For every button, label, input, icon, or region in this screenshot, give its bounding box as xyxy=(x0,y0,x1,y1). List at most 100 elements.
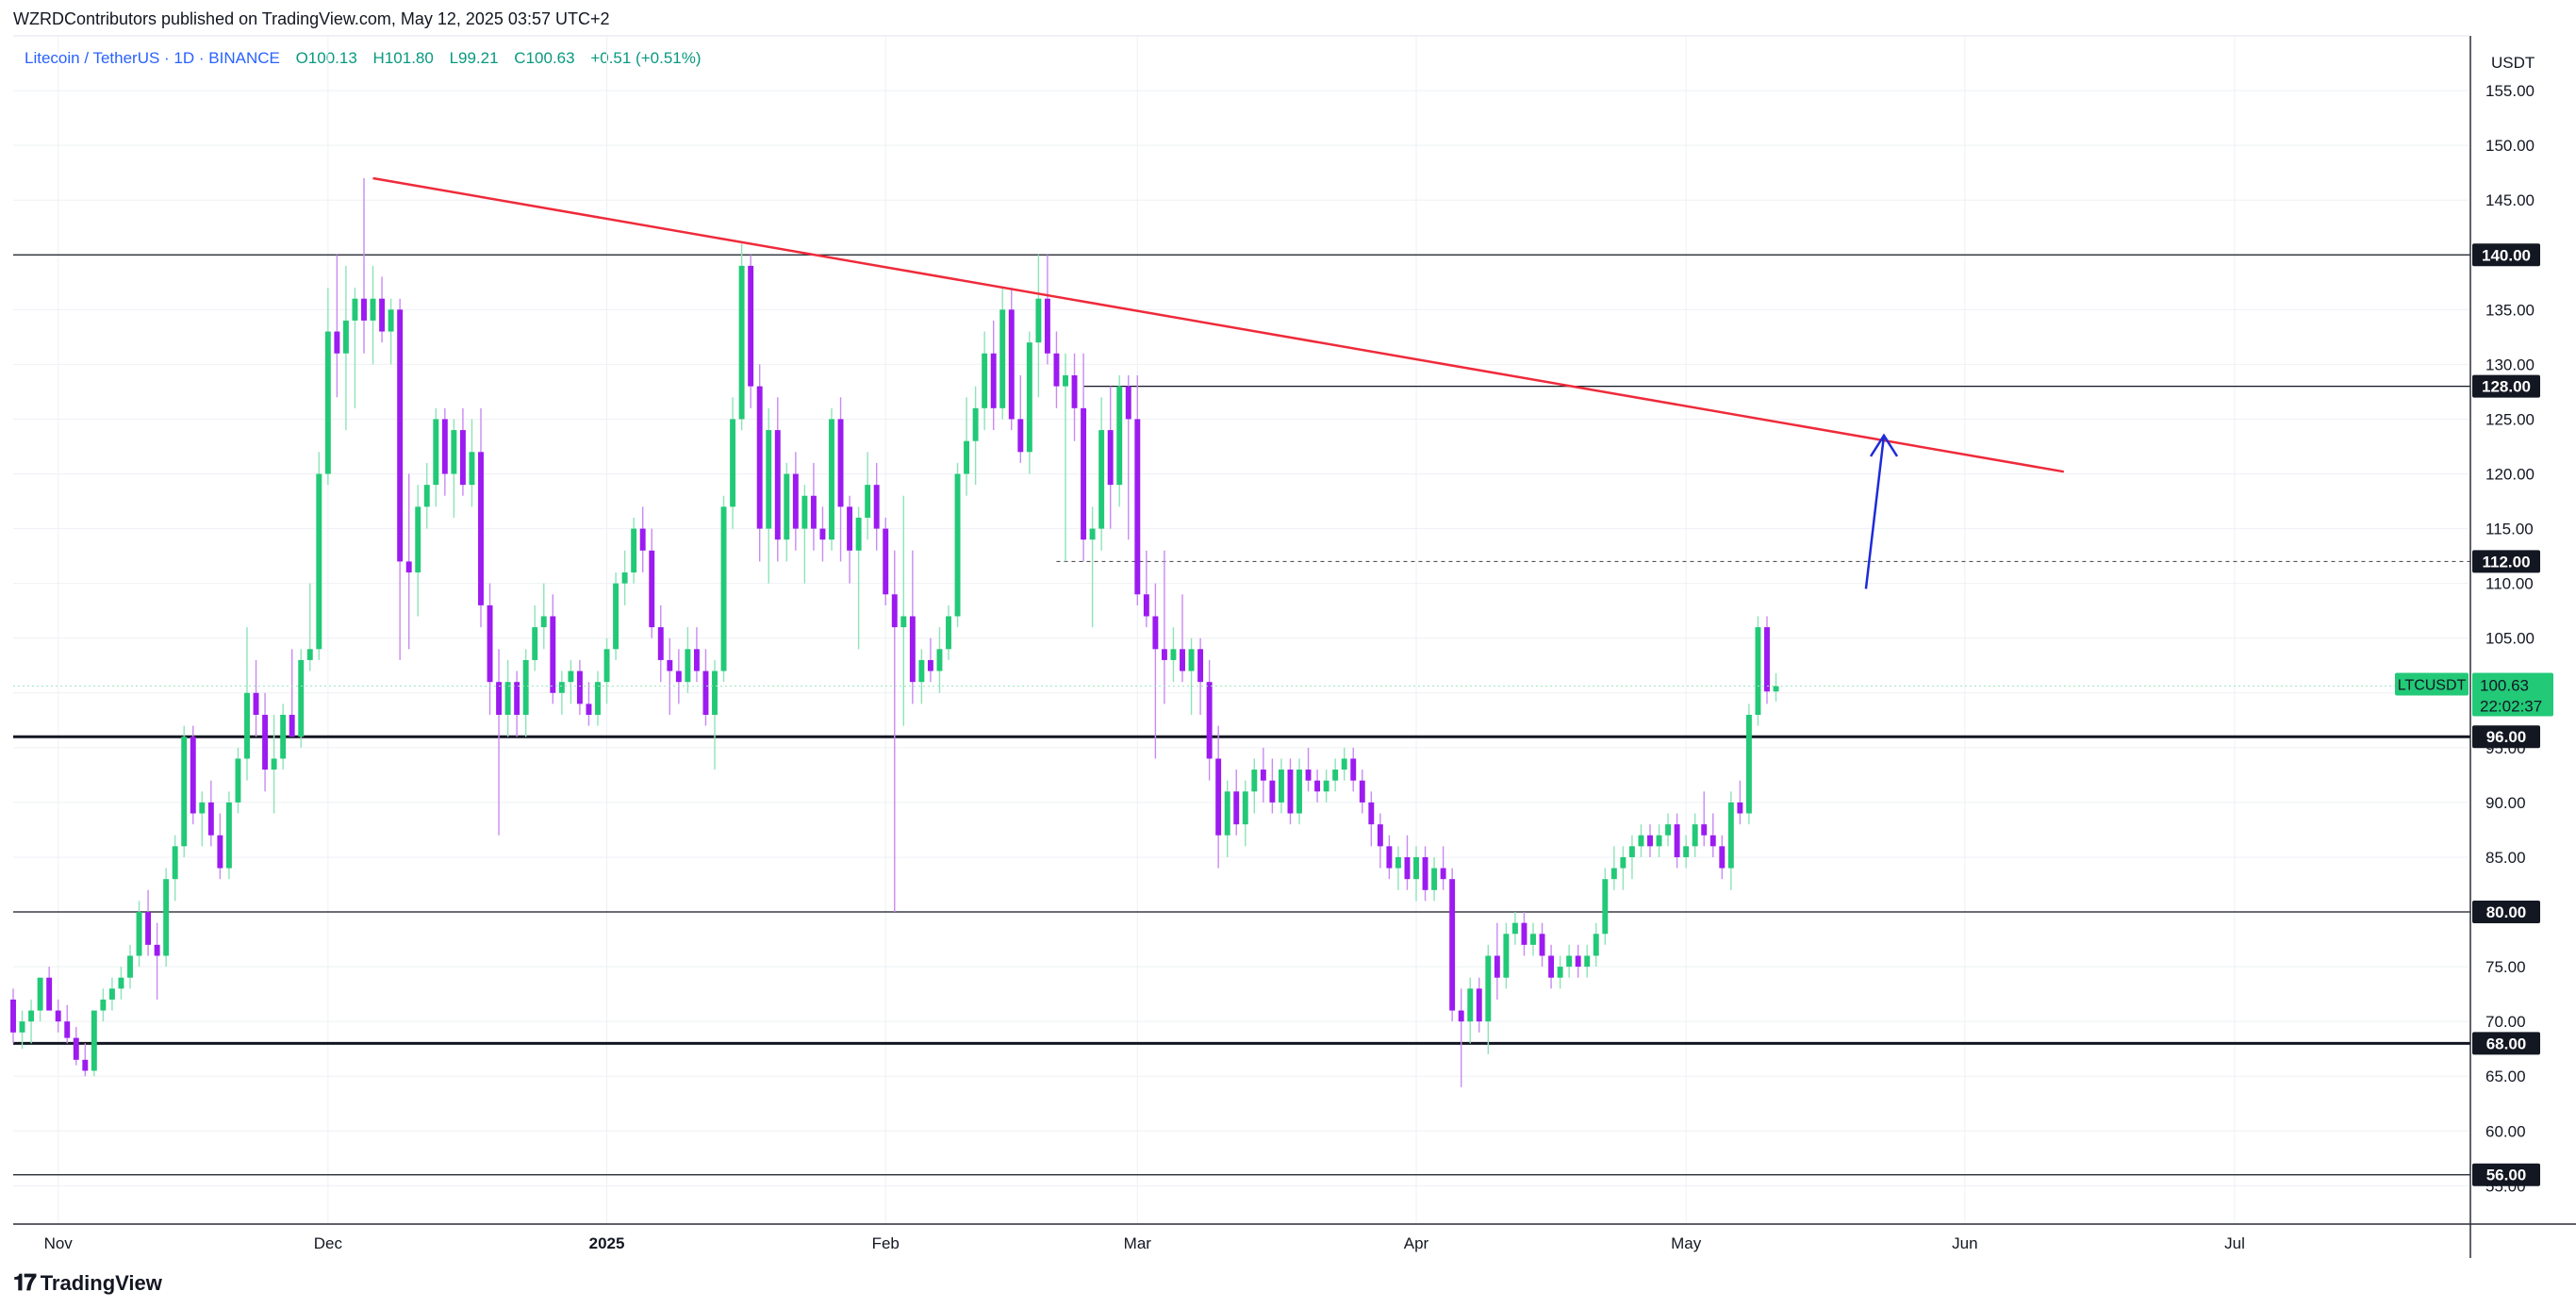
candle-body xyxy=(1341,758,1347,770)
bar-countdown: 22:02:37 xyxy=(2480,697,2542,715)
y-tick-label: 155.00 xyxy=(2485,82,2535,100)
candle-body xyxy=(891,594,898,628)
candle-body xyxy=(1557,967,1563,978)
candle-body xyxy=(964,440,970,474)
candlestick-series xyxy=(10,177,1779,1087)
candle-body xyxy=(1170,649,1177,660)
candle-body xyxy=(999,309,1006,408)
ticker-tag xyxy=(2395,672,2469,696)
level-tag-label: 96.00 xyxy=(2486,728,2527,746)
candle-body xyxy=(568,671,574,683)
candle-body xyxy=(1197,649,1204,683)
chart-axes: 55.0060.0065.0070.0075.0080.0085.0090.00… xyxy=(13,36,2576,1258)
axis-tags: 140.00 128.00 112.00 96.00 80.00 68.00 56.00 LT… xyxy=(2395,243,2553,1186)
candle-body xyxy=(1323,780,1329,792)
y-tick-label: 130.00 xyxy=(2485,356,2535,373)
candle-body xyxy=(1638,835,1644,847)
candle-body xyxy=(909,616,916,683)
candle-body xyxy=(190,737,196,814)
candle-body xyxy=(127,955,133,978)
candle-body xyxy=(1260,770,1266,781)
candle-body xyxy=(1548,955,1555,978)
candle-body xyxy=(1089,528,1096,540)
y-tick-label: 125.00 xyxy=(2485,410,2535,428)
candle-body xyxy=(1737,802,1743,814)
y-tick-label: 70.00 xyxy=(2485,1013,2526,1031)
candle-body xyxy=(1063,375,1068,387)
candle-body xyxy=(766,430,772,529)
candle-body xyxy=(540,616,547,628)
candle-body xyxy=(225,802,232,869)
symbol-name[interactable]: Litecoin / TetherUS · 1D · BINANCE xyxy=(25,49,280,67)
candle-body xyxy=(532,627,538,660)
ticker-tag-label: LTCUSDT xyxy=(2398,677,2467,693)
candle-body xyxy=(1053,353,1060,387)
candle-body xyxy=(1503,934,1510,978)
level-tag xyxy=(2472,1032,2540,1055)
candle-body xyxy=(801,495,808,529)
candle-body xyxy=(1206,682,1213,759)
candle-body xyxy=(496,682,503,715)
y-tick-label: 90.00 xyxy=(2485,794,2526,812)
candle-body xyxy=(262,715,269,770)
candle-body xyxy=(810,495,817,529)
tradingview-logo-icon: 𝟏𝟕 xyxy=(13,1270,37,1296)
candle-body xyxy=(1404,856,1411,880)
candle-body xyxy=(865,485,871,518)
candle-body xyxy=(361,298,367,321)
candle-body xyxy=(1081,407,1087,540)
candle-body xyxy=(1593,934,1599,956)
candle-body xyxy=(1764,627,1770,692)
candle-body xyxy=(1008,309,1015,420)
candle-body xyxy=(1755,627,1761,715)
candle-body xyxy=(352,298,358,321)
candle-body xyxy=(1044,298,1050,354)
candle-body xyxy=(1386,846,1393,869)
candle-body xyxy=(1152,616,1159,650)
candle-body xyxy=(235,758,241,803)
candle-body xyxy=(774,430,781,540)
candle-body xyxy=(792,473,799,529)
candle-body xyxy=(397,309,404,562)
projection-arrow-shaft xyxy=(1864,435,1886,589)
candle-body xyxy=(289,715,295,737)
x-tick-label: Jul xyxy=(2224,1234,2245,1252)
candle-body xyxy=(1026,342,1032,453)
candle-body xyxy=(702,671,709,715)
candle-body xyxy=(28,1010,35,1022)
candle-body xyxy=(487,604,493,683)
candle-body xyxy=(1017,419,1024,453)
candle-body xyxy=(244,692,250,759)
chart-grid xyxy=(13,35,2469,1224)
candle-body xyxy=(972,407,979,441)
candle-body xyxy=(1359,780,1365,803)
candle-body xyxy=(10,999,16,1033)
candle-body xyxy=(1161,649,1167,660)
candle-body xyxy=(19,1021,25,1033)
candle-body xyxy=(207,802,214,836)
y-tick-label: 60.00 xyxy=(2485,1122,2526,1140)
candle-body xyxy=(172,846,178,880)
chart-drawings xyxy=(13,176,2470,687)
candle-body xyxy=(1692,824,1698,847)
resistance-trendline xyxy=(372,176,2064,473)
candle-body xyxy=(730,419,736,507)
x-tick-label: Dec xyxy=(314,1234,343,1252)
candle-body xyxy=(631,528,637,573)
candle-body xyxy=(271,758,277,770)
candle-body xyxy=(873,485,880,529)
candle-body xyxy=(1116,386,1123,486)
y-tick-label: 115.00 xyxy=(2485,521,2534,538)
candle-body xyxy=(1449,879,1456,1011)
candle-body xyxy=(298,659,305,737)
candle-body xyxy=(1413,856,1419,880)
candle-body xyxy=(550,616,556,693)
ohlc-open: O100.13 xyxy=(295,49,357,67)
candle-body xyxy=(1350,758,1357,781)
last-price-value: 100.63 xyxy=(2480,676,2529,694)
candle-body xyxy=(1584,955,1591,968)
candle-body xyxy=(1314,780,1321,792)
y-tick-label: 105.00 xyxy=(2485,630,2535,648)
candle-body xyxy=(334,331,340,354)
